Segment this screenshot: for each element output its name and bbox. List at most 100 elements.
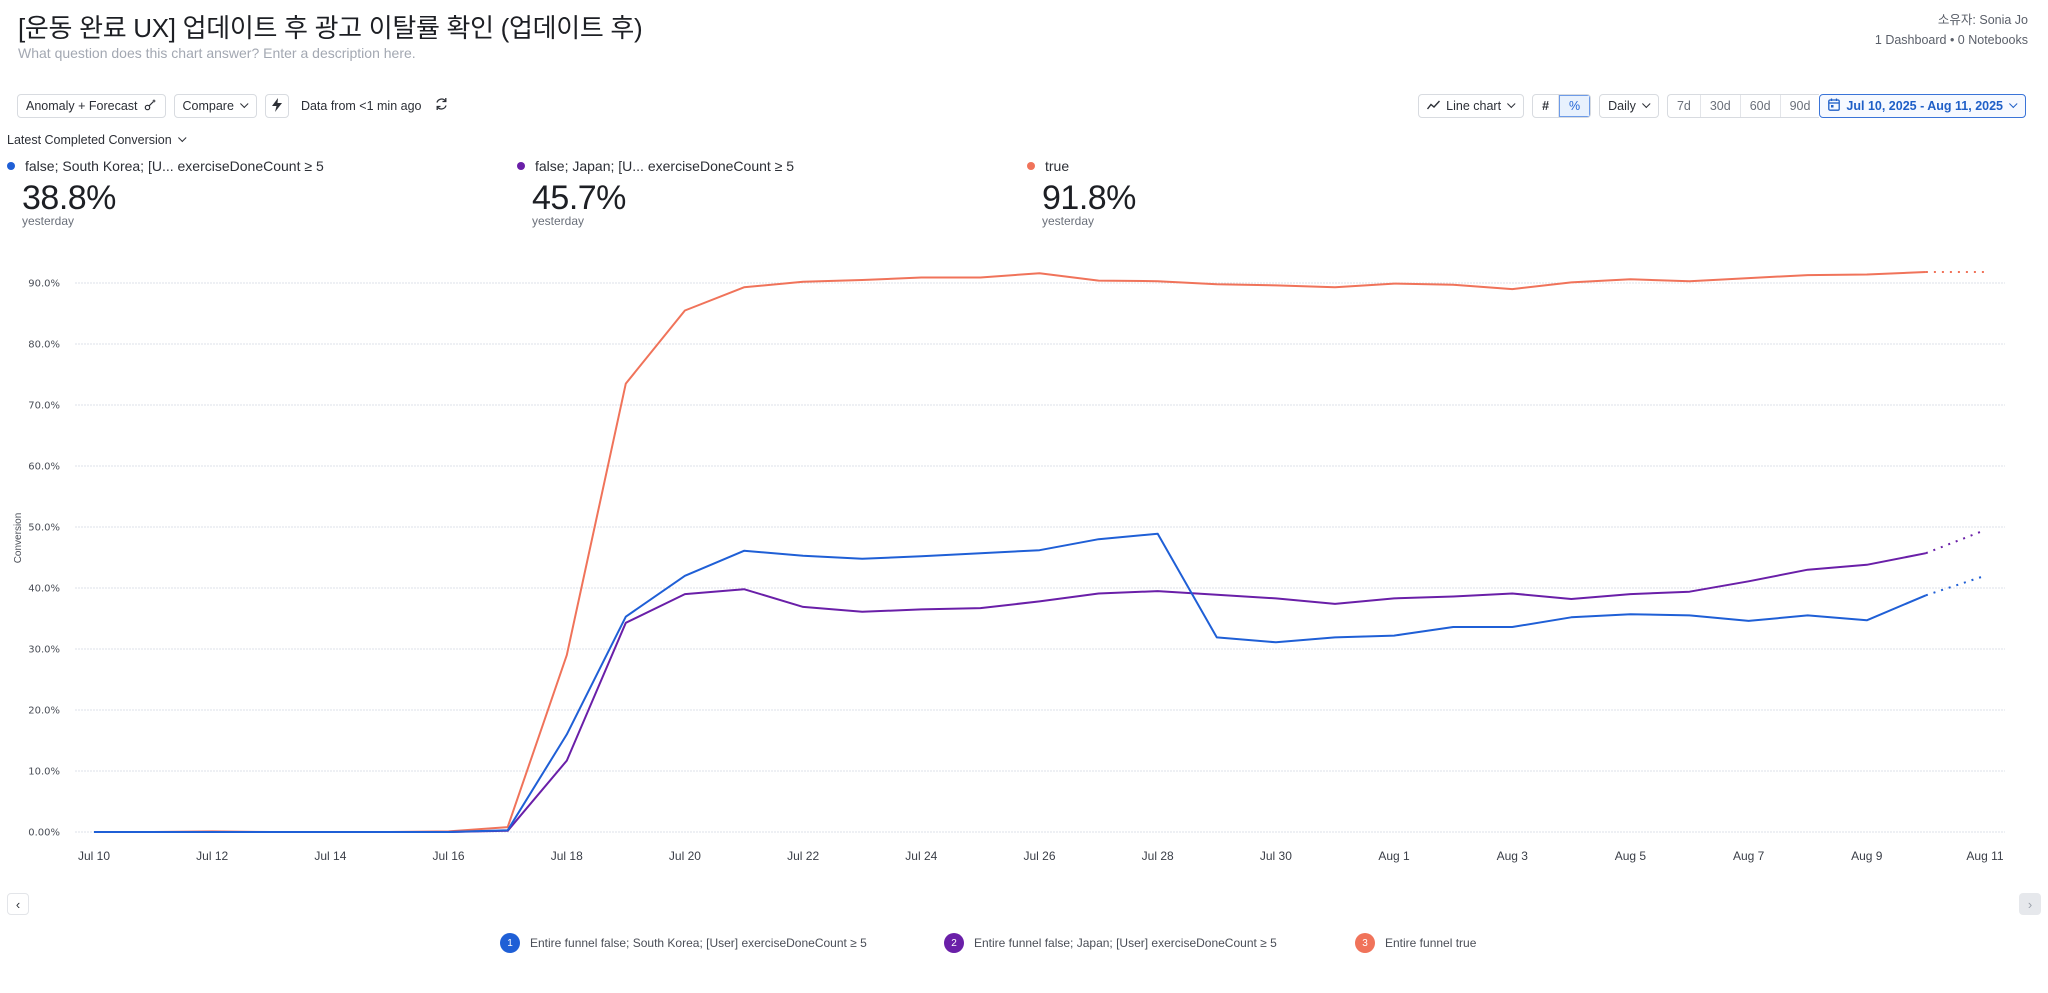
x-tick-label: Jul 16 bbox=[433, 849, 465, 863]
owner-info: 소유자: Sonia Jo 1 Dashboard • 0 Notebooks bbox=[1875, 10, 2028, 50]
value-format-toggle: # % bbox=[1532, 94, 1592, 118]
series-dot bbox=[517, 162, 525, 170]
compare-label: Compare bbox=[182, 99, 234, 113]
chevron-down-icon bbox=[177, 133, 187, 143]
x-tick-label: Aug 11 bbox=[1966, 849, 2003, 863]
y-tick-label: 60.0% bbox=[28, 462, 60, 473]
kpi-japan: false; Japan; [U... exerciseDoneCount ≥ … bbox=[517, 158, 795, 228]
lightning-button[interactable] bbox=[264, 94, 289, 118]
x-tick-label: Aug 1 bbox=[1378, 849, 1410, 863]
x-tick-label: Jul 26 bbox=[1023, 849, 1055, 863]
legend-label: Entire funnel false; South Korea; [User]… bbox=[530, 936, 867, 950]
range-7d[interactable]: 7d bbox=[1668, 95, 1701, 117]
chart-type-label: Line chart bbox=[1446, 99, 1502, 113]
range-presets: 7d 30d 60d 90d bbox=[1666, 94, 1820, 118]
x-tick-label: Jul 28 bbox=[1142, 849, 1174, 863]
legend-label: Entire funnel false; Japan; [User] exerc… bbox=[974, 936, 1277, 950]
x-tick-label: Aug 9 bbox=[1851, 849, 1883, 863]
y-axis-ticks: 0.00% 10.0% 20.0% 30.0% 40.0% 50.0% 60.0% 70.0%… bbox=[28, 279, 60, 839]
y-tick-label: 50.0% bbox=[28, 523, 60, 534]
x-tick-label: Jul 20 bbox=[669, 849, 701, 863]
series-lines bbox=[94, 271, 1986, 833]
interval-label: Daily bbox=[1608, 99, 1636, 113]
conversion-line-chart[interactable]: 0.00% 10.0% 20.0% 30.0% 40.0% 50.0% 60.0% 70.0%… bbox=[0, 260, 2048, 880]
legend-badge: 1 bbox=[500, 933, 520, 953]
chevron-down-icon bbox=[239, 99, 249, 109]
kpi-south-korea: false; South Korea; [U... exerciseDoneCo… bbox=[7, 158, 324, 228]
y-tick-label: 80.0% bbox=[28, 340, 60, 351]
forecast-line bbox=[1925, 574, 1986, 597]
x-tick-label: Jul 14 bbox=[314, 849, 346, 863]
kpi-sub: yesterday bbox=[532, 214, 585, 228]
kpi-label: false; South Korea; [U... exerciseDoneCo… bbox=[25, 158, 324, 174]
owner-label: 소유자: Sonia Jo bbox=[1937, 13, 2028, 27]
kpi-label: true bbox=[1045, 158, 1070, 174]
lightning-icon bbox=[271, 97, 283, 115]
chart-type-dropdown[interactable]: Line chart bbox=[1418, 94, 1525, 118]
compare-dropdown[interactable]: Compare bbox=[173, 94, 257, 118]
dashboard-count[interactable]: 1 Dashboard • 0 Notebooks bbox=[1874, 33, 2028, 47]
chevron-down-icon bbox=[2009, 99, 2018, 109]
y-tick-label: 10.0% bbox=[28, 767, 60, 778]
x-tick-label: Jul 12 bbox=[196, 849, 228, 863]
chevron-down-icon bbox=[1507, 99, 1516, 109]
forecast-line bbox=[1925, 529, 1986, 555]
legend-badge: 3 bbox=[1355, 933, 1375, 953]
kpi-label: false; Japan; [U... exerciseDoneCount ≥ … bbox=[535, 158, 795, 174]
y-tick-label: 40.0% bbox=[28, 584, 60, 595]
x-tick-label: Jul 24 bbox=[905, 849, 937, 863]
metric-selector-label: Latest Completed Conversion bbox=[7, 133, 172, 147]
y-axis-title: Conversion bbox=[13, 513, 24, 564]
sparkle-icon bbox=[144, 98, 157, 114]
range-30d[interactable]: 30d bbox=[1701, 95, 1741, 117]
range-90d[interactable]: 90d bbox=[1789, 99, 1811, 113]
kpi-value: 45.7% bbox=[532, 179, 626, 217]
legend-badge: 2 bbox=[944, 933, 964, 953]
next-page-button[interactable]: › bbox=[2019, 893, 2041, 915]
page-title[interactable]: [운동 완료 UX] 업데이트 후 광고 이탈률 확인 (업데이트 후) bbox=[18, 13, 643, 43]
range-60d[interactable]: 60d bbox=[1741, 95, 1781, 117]
kpi-true: true 91.8% yesterday bbox=[1027, 158, 1136, 228]
chart-description[interactable]: What question does this chart answer? En… bbox=[18, 45, 416, 61]
prev-page-button[interactable]: ‹ bbox=[7, 893, 29, 915]
line-chart-icon bbox=[1427, 99, 1441, 113]
series-line[interactable] bbox=[94, 532, 1927, 833]
toolbar-right: Line chart # % Daily 7d 30d 60d 90d Jul … bbox=[1418, 94, 2026, 118]
series-line[interactable] bbox=[94, 552, 1927, 833]
x-tick-label: Aug 5 bbox=[1615, 849, 1647, 863]
metric-selector[interactable]: Latest Completed Conversion bbox=[7, 133, 187, 147]
calendar-icon bbox=[1828, 98, 1841, 114]
x-tick-label: Aug 7 bbox=[1733, 849, 1765, 863]
date-range-label: Jul 10, 2025 - Aug 11, 2025 bbox=[1846, 99, 2003, 113]
interval-dropdown[interactable]: Daily bbox=[1599, 94, 1659, 118]
y-tick-label: 20.0% bbox=[28, 706, 60, 717]
series-dot bbox=[1027, 162, 1035, 170]
data-freshness: Data from <1 min ago bbox=[300, 99, 422, 113]
x-tick-label: Jul 22 bbox=[787, 849, 819, 863]
legend-item-south-korea[interactable]: 1 Entire funnel false; South Korea; [Use… bbox=[500, 933, 867, 953]
anomaly-forecast-label: Anomaly + Forecast bbox=[26, 99, 138, 113]
legend-label: Entire funnel true bbox=[1385, 936, 1477, 950]
x-tick-label: Jul 10 bbox=[78, 849, 110, 863]
gridlines bbox=[75, 282, 2005, 833]
legend-item-true[interactable]: 3 Entire funnel true bbox=[1355, 933, 1476, 953]
refresh-icon[interactable] bbox=[435, 97, 448, 116]
y-tick-label: 30.0% bbox=[28, 645, 60, 656]
date-range-picker[interactable]: Jul 10, 2025 - Aug 11, 2025 bbox=[1819, 94, 2026, 118]
toolbar-left: Anomaly + Forecast Compare Data from <1 … bbox=[17, 94, 448, 118]
x-tick-label: Aug 3 bbox=[1497, 849, 1529, 863]
series-dot bbox=[7, 162, 15, 170]
count-toggle[interactable]: # bbox=[1533, 95, 1560, 117]
percent-toggle[interactable]: % bbox=[1559, 95, 1591, 117]
x-tick-label: Jul 18 bbox=[551, 849, 583, 863]
anomaly-forecast-button[interactable]: Anomaly + Forecast bbox=[17, 94, 166, 118]
kpi-value: 38.8% bbox=[22, 179, 116, 217]
kpi-sub: yesterday bbox=[22, 214, 75, 228]
x-tick-label: Jul 30 bbox=[1260, 849, 1292, 863]
y-tick-label: 0.00% bbox=[28, 828, 60, 839]
y-tick-label: 90.0% bbox=[28, 279, 60, 290]
y-tick-label: 70.0% bbox=[28, 401, 60, 412]
kpi-value: 91.8% bbox=[1042, 179, 1136, 217]
legend-item-japan[interactable]: 2 Entire funnel false; Japan; [User] exe… bbox=[944, 933, 1277, 953]
x-axis-ticks: Jul 10 Jul 12 Jul 14 Jul 16 Jul 18 Jul 20 Jul … bbox=[78, 849, 2004, 863]
